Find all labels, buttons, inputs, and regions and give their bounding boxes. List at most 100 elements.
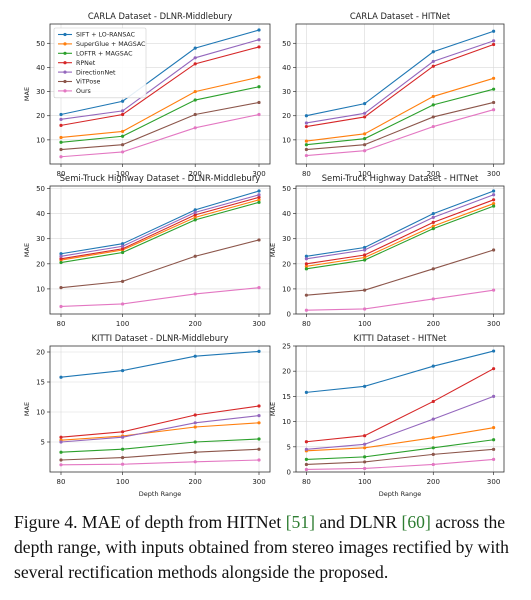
data-point [193, 354, 197, 358]
series-line [306, 77, 494, 142]
x-tick-label: 80 [57, 320, 66, 328]
legend-marker [63, 79, 67, 84]
data-point [431, 297, 435, 301]
series-line [60, 113, 260, 158]
y-tick-label: 5 [287, 443, 291, 451]
chart-title: CARLA Dataset - DLNR-Middlebury [88, 11, 232, 21]
data-point [59, 252, 63, 256]
data-point [363, 258, 367, 262]
x-tick-label: 300 [487, 320, 500, 328]
x-tick-label: 200 [189, 478, 202, 486]
data-point [59, 286, 63, 290]
series-ours [304, 108, 496, 158]
data-point [363, 446, 367, 450]
data-point [59, 155, 63, 159]
series-vitpose [304, 447, 496, 467]
data-point [193, 292, 197, 296]
data-point [257, 45, 261, 49]
data-point [431, 399, 435, 404]
plot-frame [49, 345, 271, 473]
series-rpnet [304, 367, 496, 444]
legend-entry: DirectionNet [76, 69, 116, 76]
y-tick-label: 40 [282, 64, 291, 72]
data-point [431, 227, 435, 231]
data-point [121, 447, 125, 451]
data-point [431, 212, 435, 216]
y-tick-label: 10 [36, 136, 45, 144]
series-loftr-magsac [304, 204, 496, 271]
series-directionnet [59, 193, 261, 258]
series-line [60, 201, 260, 264]
data-point [59, 257, 63, 261]
series-sift-lo-ransac [59, 28, 261, 117]
legend-marker [63, 42, 67, 46]
legend-entry: ViTPose [76, 79, 100, 86]
series-line [60, 422, 260, 441]
x-tick-label: 100 [358, 478, 371, 486]
data-point [363, 143, 367, 147]
data-point [492, 39, 496, 43]
series-line [306, 289, 494, 311]
data-point [304, 457, 308, 461]
data-point [193, 208, 197, 212]
y-tick-label: 0 [287, 311, 291, 319]
data-point [193, 254, 197, 258]
data-point [492, 87, 496, 91]
data-point [193, 112, 197, 117]
y-axis-label: MAE [23, 87, 31, 101]
data-point [363, 288, 367, 292]
y-tick-label: 20 [36, 349, 45, 357]
data-point [257, 198, 261, 202]
data-point [304, 308, 308, 312]
data-point [304, 139, 308, 143]
x-tick-label: 100 [116, 320, 129, 328]
data-point [257, 28, 261, 32]
series-line [306, 190, 494, 257]
plot-frame [49, 23, 271, 165]
x-tick-label: 300 [252, 478, 265, 486]
series-directionnet [304, 39, 496, 125]
data-point [59, 254, 63, 258]
data-point [492, 201, 496, 206]
x-tick-label: 100 [358, 320, 371, 328]
data-point [193, 62, 197, 66]
x-tick-label: 200 [189, 320, 202, 328]
data-point [193, 450, 197, 454]
data-point [304, 293, 308, 297]
data-point [304, 143, 308, 147]
data-point [304, 440, 308, 444]
y-axis-label: MAE [269, 243, 277, 257]
data-point [304, 267, 308, 271]
chart-3: Semi-Truck Highway Dataset - DLNR-Middle… [23, 173, 271, 328]
x-tick-label: 200 [427, 320, 440, 328]
data-point [59, 147, 63, 152]
caption-ref-dlnr[interactable]: [60] [401, 512, 431, 532]
x-tick-label: 100 [358, 170, 371, 178]
y-tick-label: 30 [36, 88, 45, 96]
series-line [60, 46, 260, 126]
y-tick-label: 20 [36, 112, 45, 120]
data-point [492, 108, 496, 112]
data-point [193, 421, 197, 425]
x-tick-label: 80 [57, 478, 66, 486]
data-point [492, 29, 496, 33]
y-tick-label: 30 [36, 235, 45, 243]
data-point [121, 143, 125, 147]
caption-ref-hitnet[interactable]: [51] [285, 512, 315, 532]
data-point [492, 438, 496, 442]
data-point [304, 447, 308, 451]
data-point [431, 224, 435, 228]
y-tick-label: 10 [36, 409, 45, 417]
data-point [59, 117, 63, 121]
chart-5: KITTI Dataset - DLNR-Middlebury 80 100 200 3… [23, 333, 271, 498]
data-point [121, 462, 125, 466]
series-rpnet [59, 45, 261, 127]
y-tick-label: 40 [282, 210, 291, 218]
caption-suffix: across the depth range, with inputs obta… [14, 512, 509, 582]
data-point [431, 94, 435, 99]
series-ours [59, 112, 261, 159]
data-point [492, 198, 496, 202]
data-point [304, 462, 308, 467]
y-axis-label: MAE [269, 402, 277, 416]
series-rpnet [304, 198, 496, 266]
